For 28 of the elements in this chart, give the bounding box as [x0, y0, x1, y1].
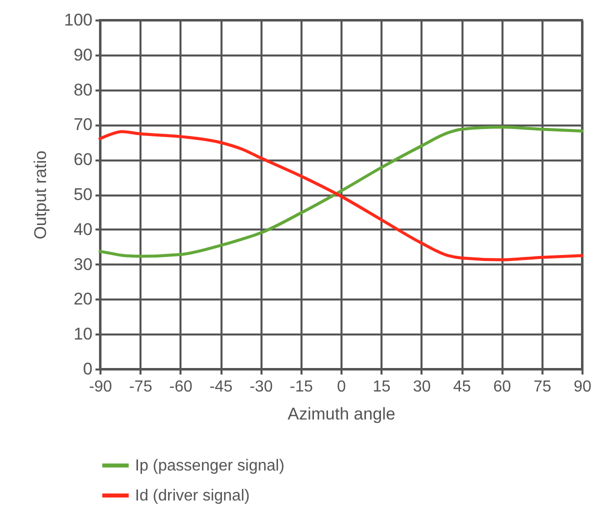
y-tick-label: 60	[74, 150, 92, 170]
y-tick-label: 80	[74, 80, 92, 100]
x-tick-label: 15	[372, 378, 391, 396]
x-tick-label: 30	[412, 378, 431, 396]
x-tick-label: 75	[533, 378, 552, 396]
x-tick-label: -15	[290, 378, 313, 396]
x-tick-label: -60	[169, 378, 192, 396]
x-tick-label: 45	[453, 378, 471, 396]
x-axis-title: Azimuth angle	[288, 404, 396, 424]
x-tick-label: -90	[88, 378, 112, 396]
y-tick-label: 90	[74, 45, 92, 64]
y-tick-label: 50	[74, 185, 92, 204]
y-tick-label: 100	[64, 10, 92, 30]
legend-label: Ip (passenger signal)	[135, 458, 284, 474]
legend-label: Id (driver signal)	[135, 488, 250, 504]
x-tick-label: 0	[337, 378, 346, 396]
y-tick-label: 10	[74, 324, 92, 344]
y-tick-label: 40	[74, 220, 92, 239]
x-tick-label: -45	[209, 378, 233, 396]
y-tick-label: 20	[74, 290, 92, 309]
y-tick-label: 30	[74, 254, 92, 274]
y-axis-title: Output ratio	[31, 150, 50, 240]
x-tick-label: 60	[493, 378, 512, 396]
x-tick-label: -30	[250, 378, 273, 396]
x-tick-label: -75	[129, 378, 152, 396]
y-tick-label: 0	[83, 360, 92, 378]
y-tick-label: 70	[74, 115, 92, 134]
x-tick-label: 90	[574, 378, 592, 396]
